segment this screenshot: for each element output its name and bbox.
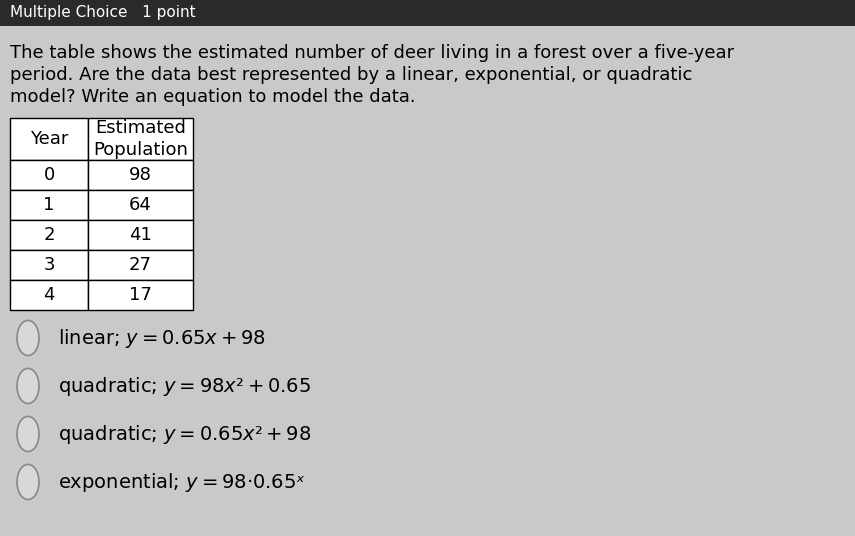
Ellipse shape [17,416,39,451]
Text: 4: 4 [44,286,55,304]
Text: 2: 2 [44,226,55,244]
Bar [88,250,193,280]
Text: linear; $y = 0.65x + 98$: linear; $y = 0.65x + 98$ [58,326,266,349]
Bar [88,190,193,220]
Bar [10,190,88,220]
Text: quadratic; $y = 98x² + 0.65$: quadratic; $y = 98x² + 0.65$ [58,375,311,398]
Bar [10,220,88,250]
Text: model? Write an equation to model the data.: model? Write an equation to model the da… [10,88,416,106]
Text: Year: Year [30,130,68,148]
Ellipse shape [17,368,39,404]
Ellipse shape [17,465,39,500]
Text: 3: 3 [44,256,55,274]
Text: period. Are the data best represented by a linear, exponential, or quadratic: period. Are the data best represented by… [10,66,693,84]
Text: 1: 1 [44,196,55,214]
Bar [10,250,88,280]
Text: 17: 17 [129,286,152,304]
Bar [88,118,193,160]
Bar [0,0,855,26]
Text: 64: 64 [129,196,152,214]
Text: exponential; $y = 98· 0.65ˣ$: exponential; $y = 98· 0.65ˣ$ [58,471,306,494]
Text: Multiple Choice   1 point: Multiple Choice 1 point [10,5,196,20]
Bar [88,160,193,190]
Bar [10,118,88,160]
Bar [88,220,193,250]
Text: 27: 27 [129,256,152,274]
Text: quadratic; $y = 0.65x² + 98$: quadratic; $y = 0.65x² + 98$ [58,422,311,445]
Ellipse shape [17,321,39,355]
Bar [10,160,88,190]
Text: The table shows the estimated number of deer living in a forest over a five-year: The table shows the estimated number of … [10,44,734,62]
Text: 98: 98 [129,166,152,184]
Bar [10,280,88,310]
Text: 41: 41 [129,226,152,244]
Bar [88,280,193,310]
Text: 0: 0 [44,166,55,184]
Text: Estimated
Population: Estimated Population [93,119,188,159]
